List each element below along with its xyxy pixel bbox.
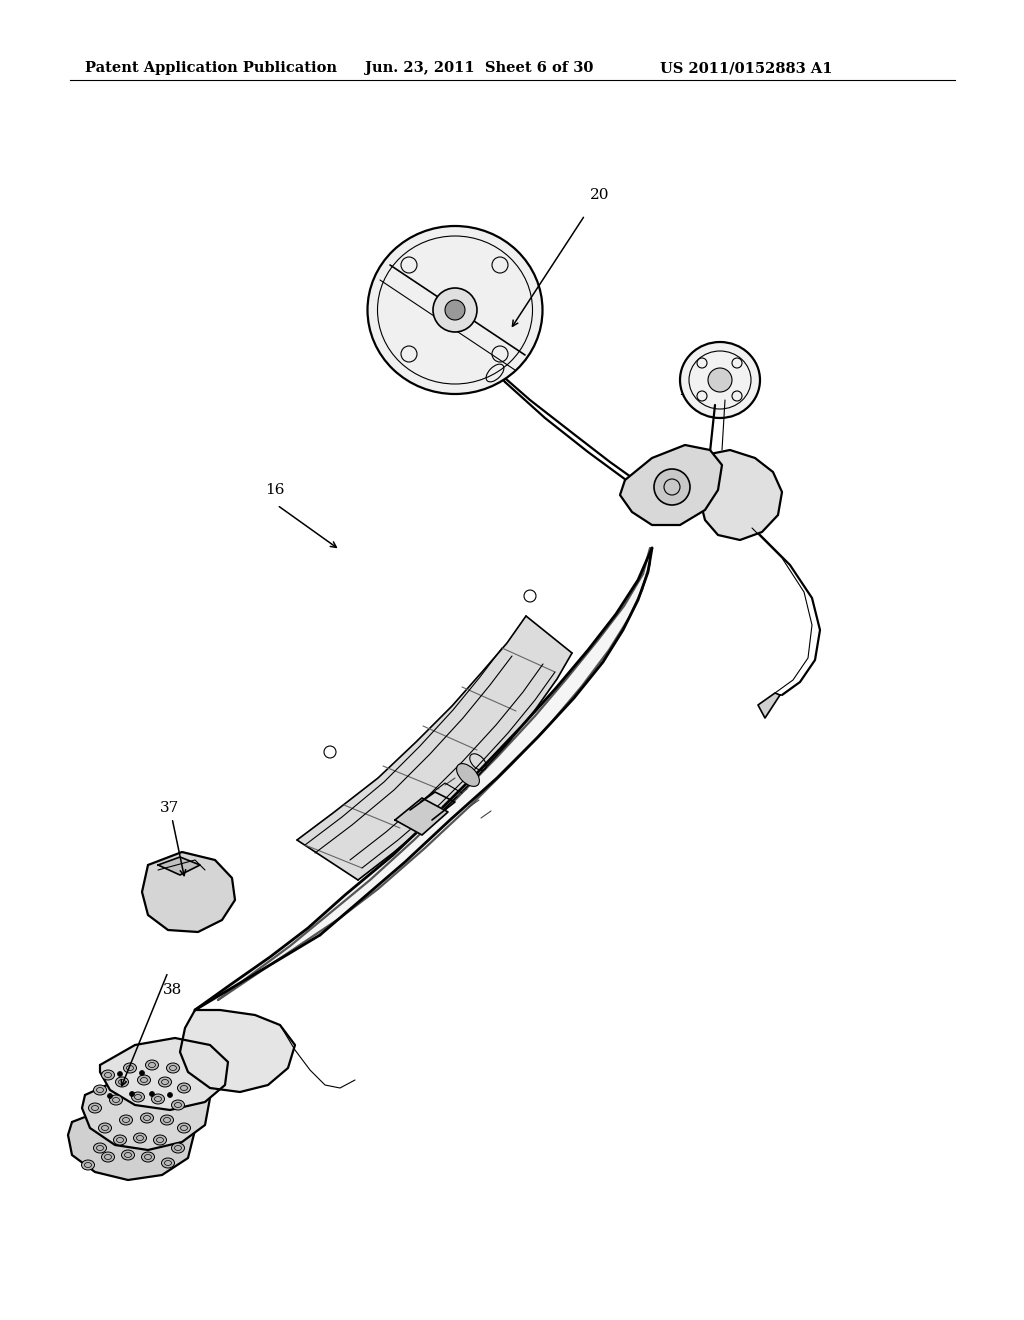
Circle shape [108,1093,113,1098]
Polygon shape [758,693,780,718]
Ellipse shape [101,1152,115,1162]
Ellipse shape [161,1115,173,1125]
Circle shape [654,469,690,506]
Circle shape [150,1092,155,1097]
Ellipse shape [167,1063,179,1073]
Polygon shape [395,799,449,836]
Polygon shape [100,1038,228,1110]
Polygon shape [297,616,572,880]
Text: Jun. 23, 2011  Sheet 6 of 30: Jun. 23, 2011 Sheet 6 of 30 [365,61,593,75]
Ellipse shape [114,1135,127,1144]
Circle shape [129,1092,134,1097]
Ellipse shape [120,1115,132,1125]
Text: Patent Application Publication: Patent Application Publication [85,61,337,75]
Ellipse shape [110,1096,123,1105]
Ellipse shape [140,1113,154,1123]
Ellipse shape [154,1135,167,1144]
Polygon shape [195,548,652,1010]
Text: US 2011/0152883 A1: US 2011/0152883 A1 [660,61,833,75]
Circle shape [118,1072,123,1077]
Ellipse shape [171,1143,184,1152]
Polygon shape [82,1074,210,1150]
Polygon shape [700,450,782,540]
Polygon shape [68,1104,195,1180]
Circle shape [139,1071,144,1076]
Ellipse shape [159,1077,171,1086]
Ellipse shape [141,1152,155,1162]
Ellipse shape [93,1143,106,1152]
Ellipse shape [124,1063,136,1073]
Circle shape [708,368,732,392]
Ellipse shape [88,1104,101,1113]
Ellipse shape [368,226,543,393]
Ellipse shape [162,1158,174,1168]
Ellipse shape [82,1160,94,1170]
Ellipse shape [152,1094,165,1104]
Ellipse shape [177,1082,190,1093]
Polygon shape [142,851,234,932]
Circle shape [445,300,465,319]
Ellipse shape [457,763,479,787]
Circle shape [168,1093,172,1097]
Text: FIG. 4: FIG. 4 [680,381,741,399]
Ellipse shape [98,1123,112,1133]
Ellipse shape [93,1085,106,1096]
Circle shape [433,288,477,333]
Ellipse shape [116,1077,128,1086]
Ellipse shape [177,1123,190,1133]
Ellipse shape [133,1133,146,1143]
Ellipse shape [122,1150,134,1160]
Polygon shape [158,857,200,875]
Polygon shape [620,445,722,525]
Text: 20: 20 [590,187,609,202]
Polygon shape [180,1010,295,1092]
Ellipse shape [137,1074,151,1085]
Text: 37: 37 [160,801,179,814]
Ellipse shape [131,1092,144,1102]
Ellipse shape [145,1060,159,1071]
Text: 38: 38 [163,983,182,997]
Ellipse shape [680,342,760,418]
Text: 16: 16 [265,483,285,498]
Ellipse shape [101,1071,115,1080]
Ellipse shape [171,1100,184,1110]
